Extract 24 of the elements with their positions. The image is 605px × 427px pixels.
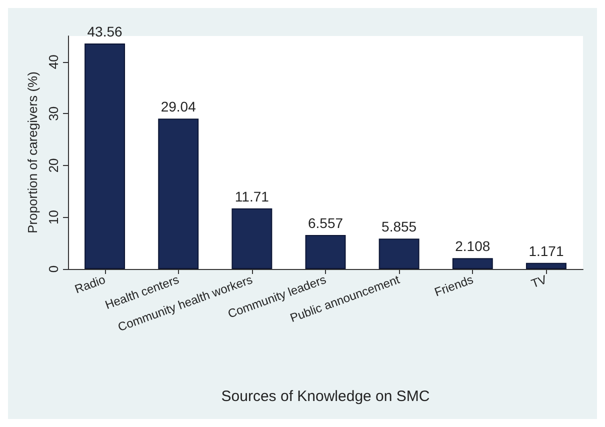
y-tick-label: 30	[46, 106, 61, 121]
x-tick-label: Friends	[432, 272, 476, 300]
y-axis-title: Proportion of caregivers (%)	[25, 72, 40, 234]
y-tick-label: 40	[46, 54, 61, 70]
bar	[158, 118, 199, 269]
data-label: 1.171	[528, 242, 564, 259]
y-tick-label: 20	[46, 158, 61, 173]
bar	[378, 238, 420, 269]
y-tick-label: 10	[46, 210, 61, 224]
bar	[526, 262, 566, 269]
bar	[305, 235, 346, 269]
bar	[452, 258, 493, 269]
data-label: 29.04	[160, 98, 196, 115]
data-label: 11.71	[234, 188, 270, 204]
x-tick-label: Radio	[72, 272, 108, 296]
data-label: 43.56	[87, 23, 123, 40]
bar	[232, 208, 272, 269]
data-label: 6.557	[308, 215, 344, 232]
x-tick-label: TV	[529, 272, 549, 291]
data-label: 5.855	[382, 218, 417, 235]
data-label: 2.108	[455, 238, 490, 254]
bar	[84, 43, 126, 269]
x-axis-title: Sources of Knowledge on SMC	[221, 388, 430, 405]
y-tick-label: 0	[46, 265, 61, 273]
